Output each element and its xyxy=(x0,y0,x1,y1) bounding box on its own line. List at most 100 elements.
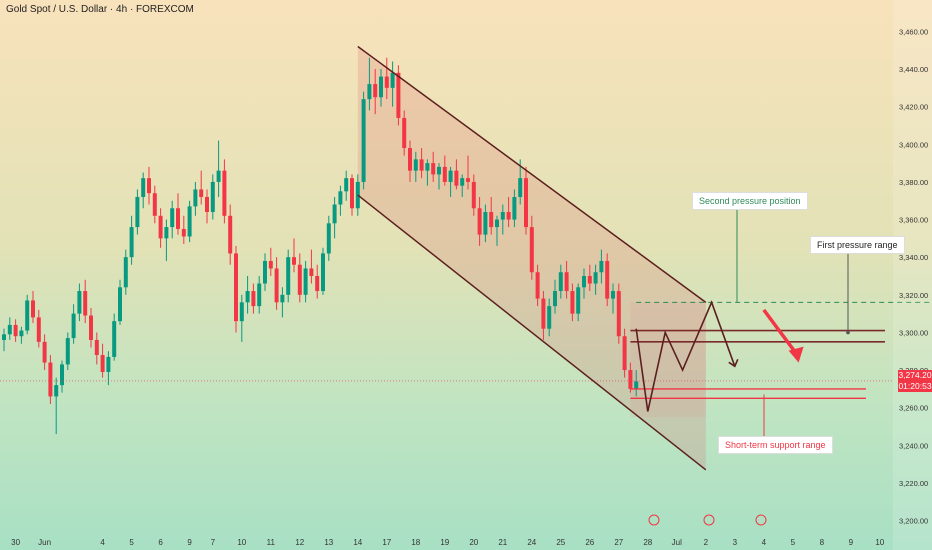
candle-body xyxy=(419,159,424,171)
candle-body xyxy=(558,272,563,292)
first-pressure-dot xyxy=(846,330,850,335)
candle-body xyxy=(129,227,134,258)
projection-arrowhead xyxy=(728,358,739,368)
candle-body xyxy=(234,253,238,322)
x-tick-label: 10 xyxy=(237,538,246,547)
candle-body xyxy=(321,253,325,292)
x-tick-label: 10 xyxy=(875,538,884,547)
candle-body xyxy=(60,364,64,386)
candle-body xyxy=(442,166,447,182)
y-tick-label: 3,440.00 xyxy=(899,65,928,74)
candle-body xyxy=(303,268,308,295)
candle-body xyxy=(123,257,128,288)
candle-body xyxy=(83,291,88,316)
candle-body xyxy=(48,362,53,397)
candle-body xyxy=(495,219,499,228)
candle-body xyxy=(564,272,569,292)
candle-body xyxy=(506,212,511,220)
candle-body xyxy=(141,178,146,197)
y-tick-label: 3,300.00 xyxy=(899,328,928,337)
candle-body xyxy=(570,291,575,314)
candle-body xyxy=(274,268,279,303)
candle-body xyxy=(628,370,633,389)
y-tick-label: 3,360.00 xyxy=(899,216,928,225)
x-tick-label: 4 xyxy=(100,538,105,547)
candle-body xyxy=(42,341,47,363)
x-tick-label: 5 xyxy=(791,538,796,547)
candle-body xyxy=(268,260,273,269)
x-tick-label: 27 xyxy=(614,538,623,547)
x-tick-label: 6 xyxy=(158,538,163,547)
candle-body xyxy=(257,283,262,307)
candle-body xyxy=(466,178,470,182)
x-tick-label: 9 xyxy=(849,538,854,547)
event-icon xyxy=(703,514,715,526)
candle-body xyxy=(25,300,30,331)
candle-body xyxy=(611,291,615,299)
down-arrow-shaft xyxy=(762,308,798,354)
candle-body xyxy=(118,287,122,322)
x-tick-label: 12 xyxy=(295,538,304,547)
candle-body xyxy=(408,148,412,171)
candle-body xyxy=(193,189,198,207)
x-tick-label: Jun xyxy=(38,538,51,547)
y-tick-label: 3,200.00 xyxy=(899,517,928,526)
x-tick-label: Jul xyxy=(672,538,682,547)
candle-body xyxy=(164,227,169,239)
candle-body xyxy=(19,330,24,337)
channel-lower-line xyxy=(357,194,707,471)
candle-body xyxy=(309,268,314,276)
x-tick-label: 20 xyxy=(469,538,478,547)
candle-body xyxy=(326,223,331,254)
current-price-label: 3,274.20 xyxy=(898,370,932,381)
candle-body xyxy=(622,336,627,371)
candle-body xyxy=(13,324,18,337)
candle-body xyxy=(176,208,180,229)
candle-body xyxy=(448,170,453,182)
candle-body xyxy=(89,315,93,340)
candle-body xyxy=(94,339,99,356)
candle-body xyxy=(593,272,598,284)
x-tick-label: 14 xyxy=(353,538,362,547)
candle-body xyxy=(529,227,534,273)
x-tick-label: 5 xyxy=(129,538,134,547)
x-tick-label: 28 xyxy=(643,538,652,547)
x-tick-label: 24 xyxy=(527,538,536,547)
candle-body xyxy=(402,117,407,149)
x-tick-label: 18 xyxy=(411,538,420,547)
candle-body xyxy=(251,291,256,307)
candle-body xyxy=(616,291,621,337)
candle-body xyxy=(77,291,82,314)
candle-body xyxy=(239,302,244,322)
candle-body xyxy=(187,206,192,237)
projection-path xyxy=(635,300,736,412)
event-icon xyxy=(755,514,767,526)
y-tick-label: 3,320.00 xyxy=(899,291,928,300)
candle-body xyxy=(65,338,70,365)
candle-body xyxy=(210,181,215,213)
candle-body xyxy=(547,306,552,329)
countdown-label: 01:20:53 xyxy=(898,381,932,392)
candle-body xyxy=(216,170,221,182)
candle-body xyxy=(147,178,151,194)
candle-body xyxy=(553,291,557,307)
candle-body xyxy=(576,287,581,314)
candle-body xyxy=(535,272,540,299)
candle-body xyxy=(54,385,59,397)
x-tick-label: 3 xyxy=(733,538,738,547)
y-tick-label: 3,340.00 xyxy=(899,253,928,262)
candle-body xyxy=(350,178,354,209)
x-tick-label: 26 xyxy=(585,538,594,547)
candle-body xyxy=(332,204,337,224)
candle-body xyxy=(512,196,517,220)
x-tick-label: 25 xyxy=(556,538,565,547)
candle-body xyxy=(518,178,523,197)
first-pressure-label: First pressure range xyxy=(810,236,905,254)
x-tick-label: 21 xyxy=(498,538,507,547)
candle-body xyxy=(205,196,209,213)
x-tick-label: 2 xyxy=(704,538,709,547)
candle-body xyxy=(181,228,186,237)
candle-body xyxy=(582,276,586,288)
